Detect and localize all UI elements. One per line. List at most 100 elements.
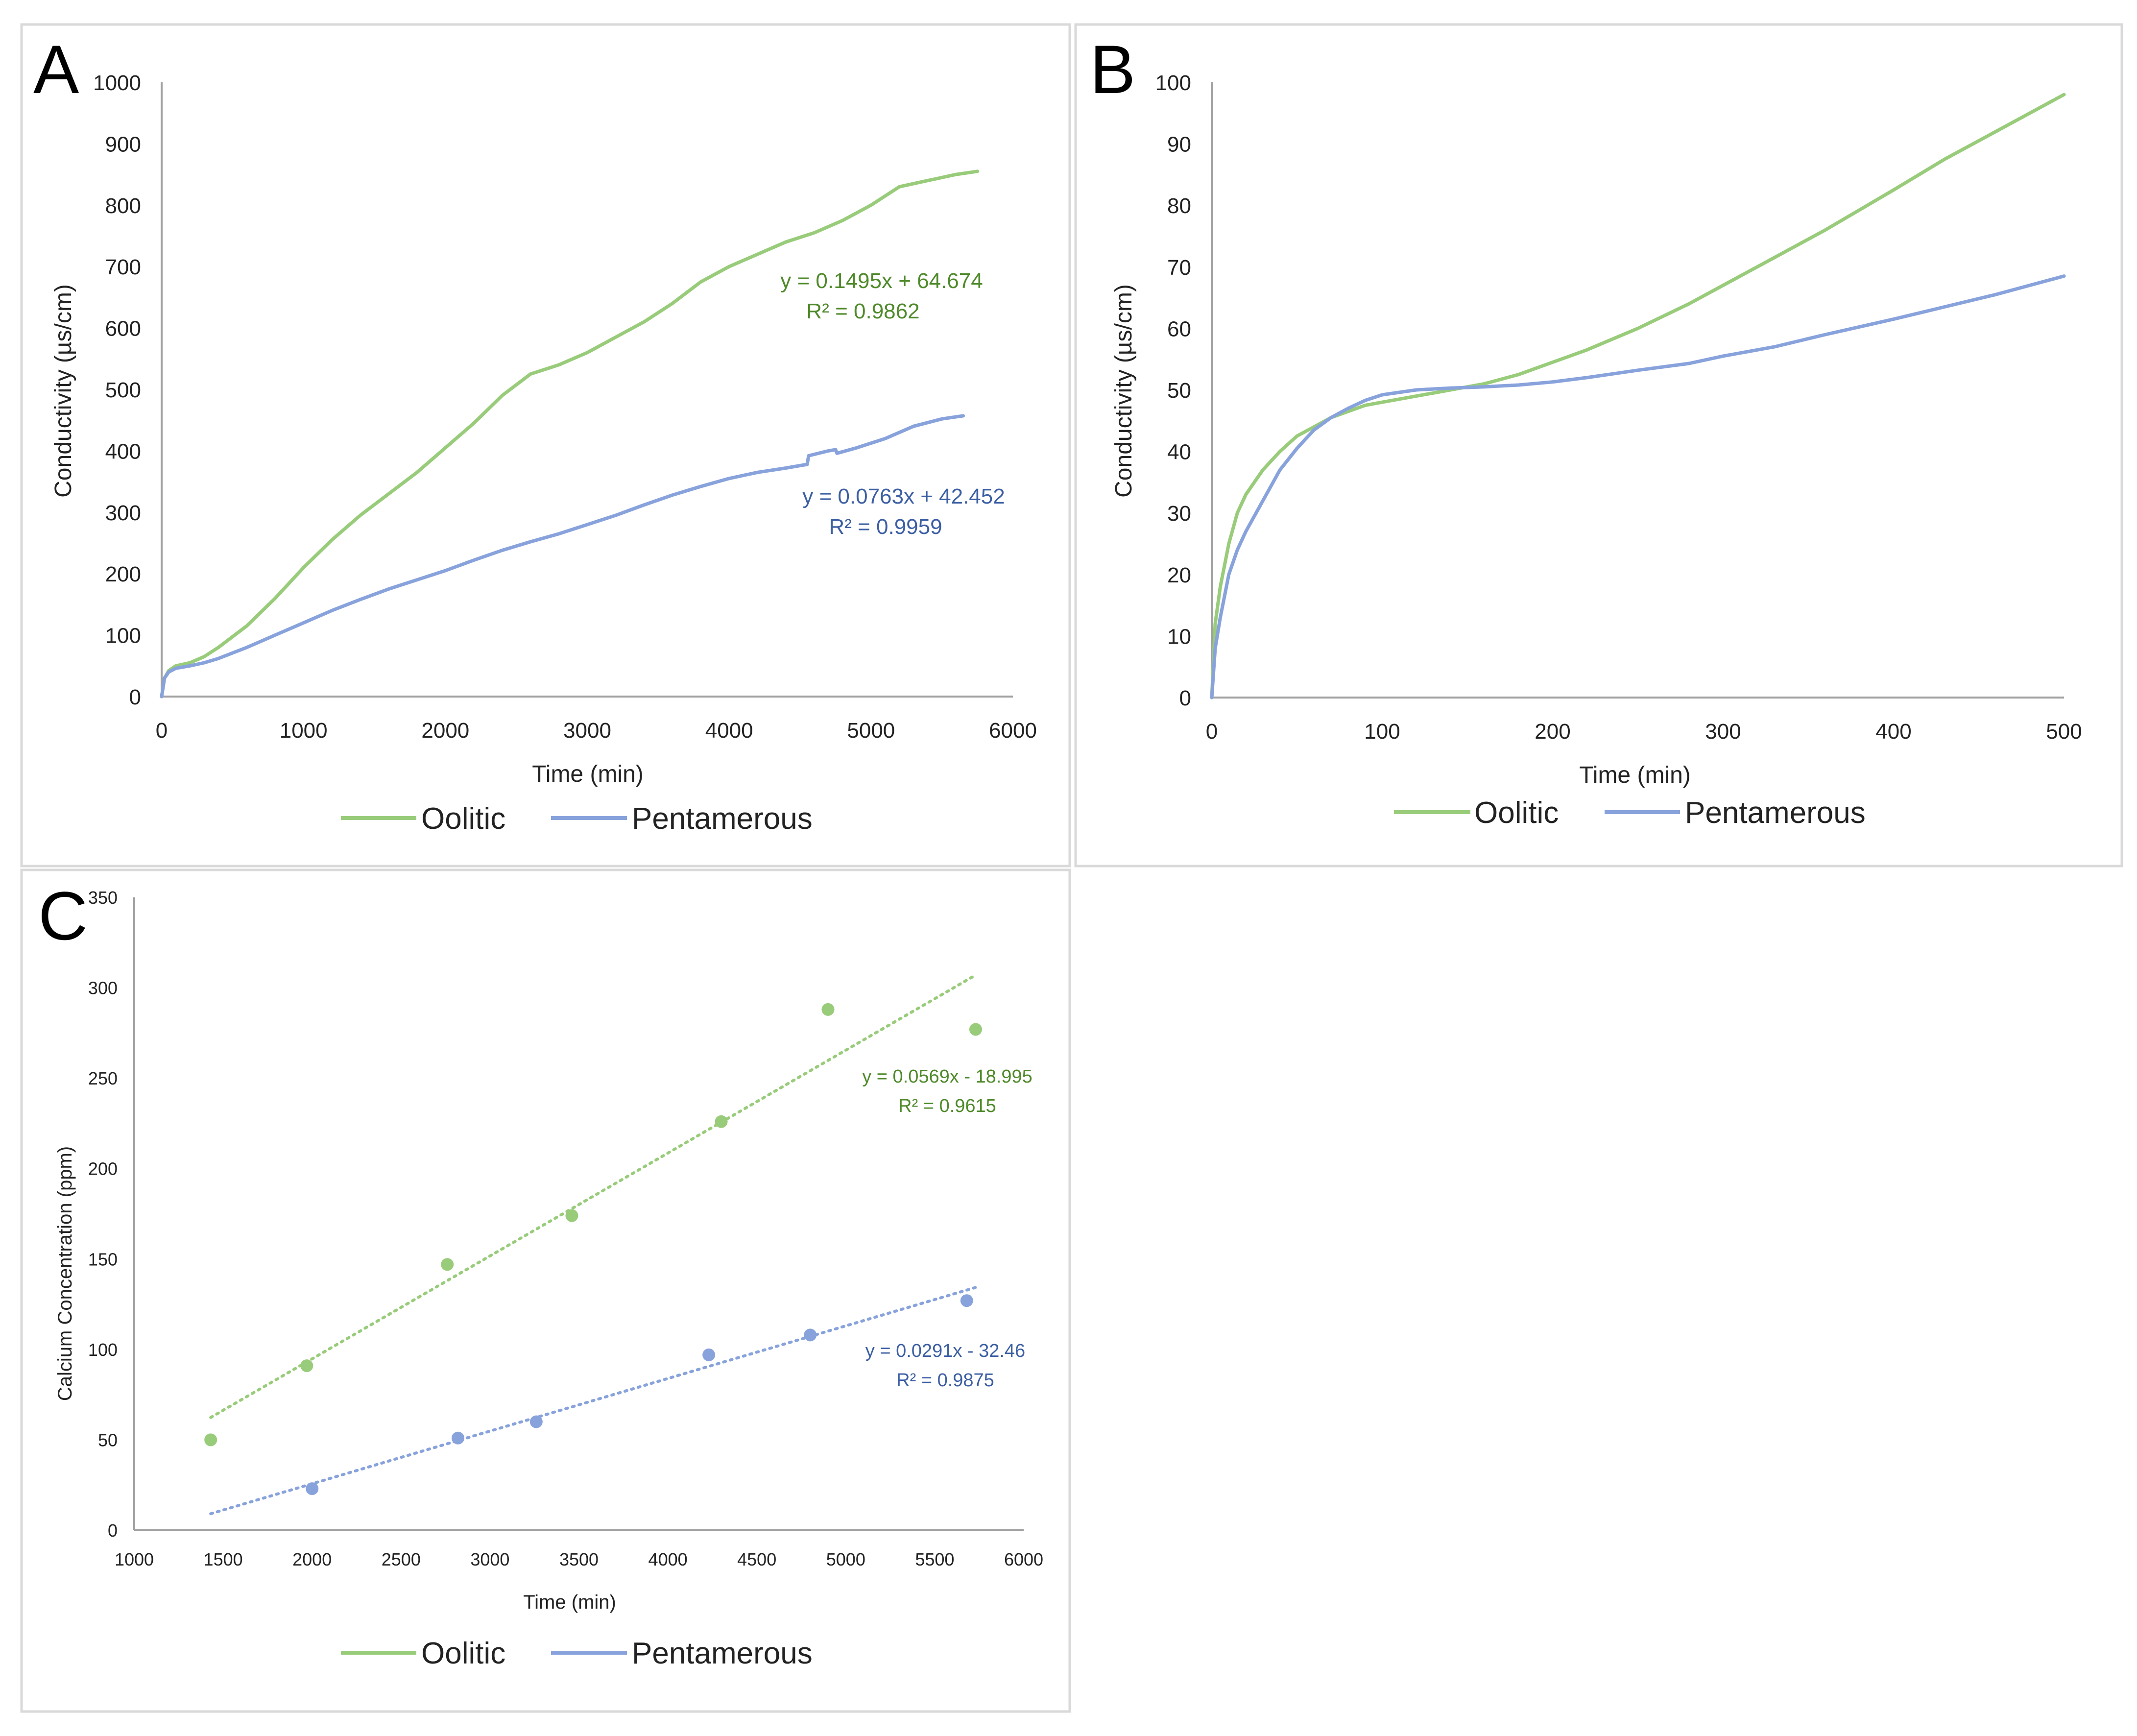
- panel-c-oolitic-r2: R² = 0.9615: [898, 1096, 996, 1116]
- panel-c-legend-label-oolitic: Oolitic: [421, 1637, 505, 1670]
- panel-b-y-tick-label: 90: [1167, 133, 1191, 157]
- panel-a-y-tick-label: 0: [129, 685, 141, 709]
- panel-b-y-tick-label: 10: [1167, 625, 1191, 649]
- panel-c-data-point-oolitic: [204, 1433, 217, 1447]
- panel-c: C 1000 1500 2000 2500 3000 3500 4000 4500 5000 55…: [38, 877, 1043, 1670]
- panel-a-series-line-pentamerous: [160, 414, 965, 699]
- panel-b-y-tick-label: 40: [1167, 440, 1191, 464]
- panel-c-data-point-oolitic: [821, 1003, 835, 1016]
- panel-a-legend-label-oolitic: Oolitic: [421, 802, 505, 836]
- panel-c-y-tick-label: 200: [88, 1159, 118, 1179]
- panel-c-pentamerous-r2: R² = 0.9875: [896, 1370, 994, 1391]
- panel-b-series: [1210, 93, 2066, 699]
- panel-c-frame: [20, 868, 1071, 1713]
- panel-a-y-tick-label: 500: [105, 378, 141, 402]
- panel-a-axes: 0 1000 2000 3000 4000 5000 6000 0 100 200 300 400 50…: [93, 71, 1037, 743]
- panel-b-y-tick-label: 50: [1167, 379, 1191, 403]
- panel-b-y-tick-label: 70: [1167, 256, 1191, 280]
- panel-a-y-axis-title: Conductivity (µs/cm): [50, 284, 76, 498]
- panel-c-data-point-oolitic: [300, 1359, 313, 1373]
- panel-c-pentamerous-equation: y = 0.0291x - 32.46: [865, 1341, 1025, 1361]
- panel-c-y-tick-label: 100: [88, 1340, 118, 1360]
- panel-a-y-tick-label: 700: [105, 255, 141, 279]
- panel-b-y-tick-label: 100: [1155, 71, 1191, 95]
- panel-c-y-tick-label: 300: [88, 978, 118, 998]
- panel-a-y-tick-label: 300: [105, 501, 141, 525]
- panel-c-data-point-oolitic: [441, 1258, 454, 1271]
- panel-a: A 0 1000 2000 3000 4000 5000 6000 0 100 200 300 400…: [33, 31, 1037, 836]
- panel-c-y-tick-label: 50: [98, 1430, 118, 1450]
- panel-a-x-tick-label: 0: [156, 719, 168, 743]
- panel-c-data-point-oolitic: [969, 1023, 982, 1036]
- panel-a-x-tick-label: 1000: [280, 719, 328, 743]
- panel-b-y-axis-title: Conductivity (µs/cm): [1111, 284, 1137, 498]
- panel-a-x-tick-label: 5000: [847, 719, 895, 743]
- panel-letter-b: B: [1090, 31, 1135, 108]
- panel-a-oolitic-r2: R² = 0.9862: [806, 299, 919, 323]
- panel-c-x-tick-label: 3000: [470, 1549, 509, 1569]
- panel-a-y-tick-label: 600: [105, 317, 141, 341]
- panel-a-y-tick-label: 800: [105, 194, 141, 218]
- panel-a-x-tick-label: 2000: [421, 719, 469, 743]
- panel-c-data-point-pentamerous: [452, 1431, 465, 1445]
- panel-c-oolitic-equation: y = 0.0569x - 18.995: [862, 1066, 1032, 1087]
- panel-b-x-tick-label: 200: [1535, 720, 1570, 744]
- panel-b-x-tick-label: 400: [1875, 720, 1911, 744]
- panel-c-x-tick-label: 1500: [204, 1549, 243, 1569]
- panel-letter-c: C: [38, 877, 88, 954]
- panel-a-y-tick-label: 200: [105, 562, 141, 586]
- panel-c-data-point-pentamerous: [306, 1482, 319, 1495]
- panel-c-data-point-pentamerous: [529, 1415, 543, 1428]
- panel-c-x-axis-title: Time (min): [523, 1591, 616, 1613]
- panel-a-y-tick-label: 100: [105, 624, 141, 648]
- panel-c-x-tick-label: 5500: [915, 1549, 954, 1569]
- panel-c-x-tick-label: 1000: [115, 1549, 154, 1569]
- panel-b-x-tick-label: 100: [1364, 720, 1400, 744]
- panel-c-y-tick-label: 0: [108, 1520, 118, 1541]
- panel-b: B 0 100 200 300 400 500 0 10 20 30 40 50 60 70 80 90 100…: [1090, 31, 2082, 830]
- panel-c-x-tick-label: 3500: [559, 1549, 599, 1569]
- panel-c-data-point-pentamerous: [702, 1348, 716, 1361]
- panel-a-legend: Oolitic Pentamerous: [341, 802, 813, 836]
- panel-c-data-point-oolitic: [565, 1209, 578, 1222]
- panel-c-x-tick-label: 4500: [737, 1549, 776, 1569]
- panel-a-y-tick-label: 400: [105, 439, 141, 463]
- panel-b-series-line-oolitic: [1210, 93, 2066, 699]
- panel-b-legend-label-oolitic: Oolitic: [1474, 796, 1559, 830]
- panel-b-x-tick-label: 500: [2046, 720, 2082, 744]
- panel-c-trendline-pentamerous: [209, 1286, 977, 1516]
- panel-letter-a: A: [33, 31, 79, 108]
- panel-b-legend: Oolitic Pentamerous: [1394, 796, 1866, 830]
- panel-c-legend: Oolitic Pentamerous: [341, 1637, 813, 1670]
- panel-c-axes: 1000 1500 2000 2500 3000 3500 4000 4500 5000 5500…: [88, 888, 1043, 1569]
- panel-a-pentamerous-equation: y = 0.0763x + 42.452: [802, 484, 1005, 508]
- panel-c-y-tick-label: 150: [88, 1249, 118, 1269]
- panel-c-x-tick-label: 4000: [648, 1549, 688, 1569]
- panel-a-pentamerous-r2: R² = 0.9959: [829, 515, 942, 539]
- panel-b-y-tick-label: 30: [1167, 502, 1191, 526]
- panel-c-y-tick-label: 250: [88, 1068, 118, 1088]
- panel-a-frame: [20, 23, 1071, 868]
- panel-a-oolitic-equation: y = 0.1495x + 64.674: [780, 269, 983, 293]
- panel-c-data-point-pentamerous: [804, 1328, 817, 1342]
- panel-a-x-tick-label: 6000: [989, 719, 1037, 743]
- panel-c-x-tick-label: 2000: [292, 1549, 332, 1569]
- panel-a-series-line-oolitic: [160, 169, 980, 699]
- panel-c-trendline-oolitic: [209, 973, 977, 1419]
- panel-c-x-tick-label: 6000: [1004, 1549, 1043, 1569]
- panel-b-axes: 0 100 200 300 400 500 0 10 20 30 40 50 60 70 80 90 100: [1155, 71, 2082, 744]
- panel-a-series: [160, 169, 980, 699]
- panel-a-x-tick-label: 3000: [563, 719, 611, 743]
- panel-a-legend-label-pentamerous: Pentamerous: [632, 802, 813, 836]
- panel-b-frame: [1074, 23, 2123, 868]
- panel-b-y-tick-label: 60: [1167, 317, 1191, 341]
- panel-a-x-axis-title: Time (min): [532, 761, 644, 787]
- panel-b-series-line-pentamerous: [1210, 274, 2066, 699]
- panel-a-y-tick-label: 900: [105, 132, 141, 156]
- panel-c-legend-label-pentamerous: Pentamerous: [632, 1637, 813, 1670]
- panel-c-x-tick-label: 5000: [826, 1549, 865, 1569]
- panel-c-series: [204, 973, 982, 1516]
- panel-c-y-axis-title: Calcium Concentration (ppm): [54, 1146, 76, 1401]
- panel-a-y-tick-label: 1000: [93, 71, 141, 95]
